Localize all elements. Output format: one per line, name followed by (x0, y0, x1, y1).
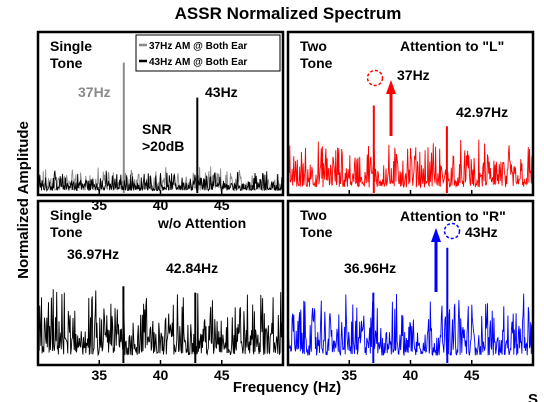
mode-label: Single Tone (50, 38, 92, 71)
x-tick-label-35: 35 (91, 197, 107, 213)
snr-label: SNR >20dB (142, 121, 184, 154)
condition-label: Attention to "R" (400, 208, 506, 224)
x-tick-label-40: 40 (403, 367, 419, 383)
peak-label-36.97hz: 36.97Hz (67, 246, 119, 262)
x-tick-label-35: 35 (91, 367, 107, 383)
attention-arrow-head (386, 80, 396, 94)
noise-trace-blue (287, 293, 534, 357)
label-line: Tone (50, 224, 83, 240)
peak-label-43hz: 43Hz (465, 224, 498, 240)
legend: 37Hz AM @ Both Ear 43Hz AM @ Both Ear (135, 34, 281, 72)
noise-trace-black (37, 289, 284, 357)
peak-label-43hz: 43Hz (205, 84, 238, 100)
condition-label: w/o Attention (157, 215, 246, 231)
peak-label-37hz: 37Hz (397, 67, 430, 83)
peak-label-37hz: 37Hz (78, 84, 111, 100)
mode-label: Two Tone (300, 38, 333, 71)
x-tick-label-45: 45 (214, 197, 230, 213)
attention-arrow-head (431, 228, 441, 242)
panel-frame (36, 199, 285, 367)
panel-top-left: Single Tone SNR >20dB 37Hz AM @ Both Ear 4… (36, 30, 285, 197)
x-tick-label-45: 45 (214, 367, 230, 383)
peak-label-42.97hz: 42.97Hz (456, 104, 508, 120)
panel-frame (286, 30, 535, 197)
spectrum-marks-bottom-left (37, 286, 284, 365)
attended-peak-marker (443, 222, 461, 240)
panel-frame (286, 199, 535, 367)
x-tick-labels: 35 40 45 35 40 45 35 40 45 (91, 197, 479, 383)
attended-peak-marker (366, 69, 384, 87)
figure-title: ASSR Normalized Spectrum (175, 4, 402, 23)
y-axis-label: Normalized Amplitude (15, 121, 32, 279)
corner-letter: S (528, 391, 538, 402)
peak-label-36.96hz: 36.96Hz (344, 260, 396, 276)
x-tick-label-40: 40 (153, 197, 169, 213)
label-line: >20dB (142, 138, 184, 154)
x-tick-label-40: 40 (153, 367, 169, 383)
legend-box (135, 34, 281, 72)
spectrum-marks-top-right (287, 105, 534, 195)
noise-trace-black (37, 170, 284, 193)
panel-bottom-right: Two Tone Attention to "R" 43Hz 36.96Hz (286, 199, 535, 367)
condition-label: Attention to "L" (400, 38, 504, 54)
noise-trace-red (287, 139, 534, 189)
x-axis-label: Frequency (Hz) (233, 379, 341, 396)
mode-label: Two Tone (300, 207, 333, 240)
label-line: Tone (300, 55, 333, 71)
spectrum-marks-bottom-right (287, 247, 534, 365)
mode-label: Single Tone (50, 207, 92, 240)
x-tick-label-35: 35 (341, 367, 357, 383)
panel-bottom-left: Single Tone w/o Attention 36.97Hz 42.84Hz (36, 199, 285, 367)
panel-top-right: Two Tone Attention to "L" 37Hz 42.97Hz (286, 30, 535, 197)
peak-label-42.84hz: 42.84Hz (166, 260, 218, 276)
label-line: Tone (300, 224, 333, 240)
label-line: Tone (50, 55, 83, 71)
x-tick-label-45: 45 (464, 367, 480, 383)
panel-frame (36, 30, 285, 197)
legend-entry-37hz: 37Hz AM @ Both Ear (149, 41, 247, 52)
legend-entry-43hz: 43Hz AM @ Both Ear (149, 57, 247, 68)
